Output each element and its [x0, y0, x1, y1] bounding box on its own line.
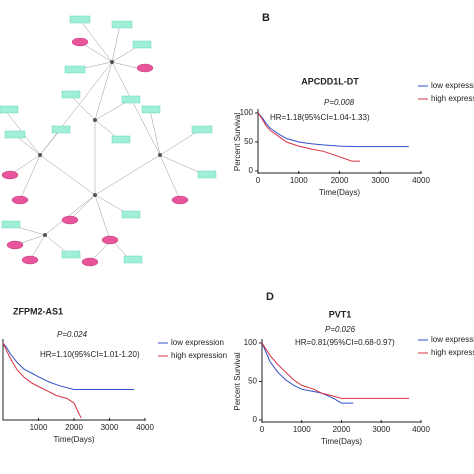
node	[111, 135, 131, 144]
network-diagram	[0, 15, 217, 267]
legend-label: high expression	[431, 348, 474, 357]
node	[61, 250, 81, 259]
node	[101, 235, 119, 245]
survival-curve	[2, 342, 135, 390]
x-tick-label: 4000	[412, 425, 430, 434]
node	[121, 95, 141, 104]
chart-title: APCDD1L-DT	[301, 76, 359, 86]
p-value: P=0.026	[325, 325, 356, 334]
x-axis-label: Time(Days)	[53, 435, 94, 444]
x-tick-label: 1000	[30, 423, 48, 432]
node	[11, 195, 29, 205]
y-tick-label: 50	[248, 377, 257, 386]
x-tick-label: 3000	[372, 425, 390, 434]
p-value: P=0.024	[57, 330, 88, 339]
node	[1, 170, 19, 180]
hazard-ratio: HR=1.18(95%CI=1.04-1.33)	[270, 113, 370, 122]
chart-title: PVT1	[329, 309, 352, 319]
node	[141, 105, 161, 114]
node	[1, 220, 21, 229]
x-tick-label: 2000	[333, 425, 351, 434]
x-tick-label: 1000	[290, 176, 308, 185]
x-tick-label: 1000	[293, 425, 311, 434]
y-axis-label: Percent Survival	[233, 113, 242, 171]
hub	[43, 233, 47, 237]
legend-label: low expression	[171, 338, 224, 347]
node	[121, 210, 141, 219]
y-tick-label: 0	[253, 415, 258, 424]
panel-label: D	[266, 291, 274, 303]
y-tick-label: 100	[240, 108, 254, 117]
panel-label: B	[262, 12, 270, 24]
node	[136, 63, 154, 73]
hub	[93, 118, 97, 122]
node	[61, 90, 81, 99]
y-tick-label: 100	[244, 338, 258, 347]
hub	[158, 153, 162, 157]
node	[61, 215, 79, 225]
survival-curve	[257, 112, 360, 162]
survival-curve	[2, 342, 82, 419]
x-axis-label: Time(Days)	[321, 437, 362, 446]
x-tick-label: 3000	[101, 423, 119, 432]
x-tick-label: 3000	[371, 176, 389, 185]
node	[171, 195, 189, 205]
legend-label: high expression	[171, 351, 227, 360]
node	[6, 240, 24, 250]
node	[64, 65, 86, 74]
node	[51, 125, 71, 134]
node	[123, 255, 143, 264]
legend-label: high expression	[431, 94, 474, 103]
node	[111, 20, 133, 29]
x-axis-label: Time(Days)	[319, 188, 360, 197]
network-edges	[4, 19, 206, 263]
hazard-ratio: HR=0.81(95%CI=0.68-0.97)	[295, 338, 395, 347]
chart-title: ZFPM2-AS1	[13, 306, 63, 316]
y-tick-label: 50	[244, 137, 253, 146]
survival-curve	[257, 112, 409, 148]
node	[81, 257, 99, 267]
node	[0, 105, 19, 114]
y-tick-label: 0	[249, 166, 254, 175]
hub	[38, 153, 42, 157]
x-tick-label: 0	[256, 176, 261, 185]
node	[4, 130, 26, 139]
x-tick-label: 4000	[412, 176, 430, 185]
node	[191, 125, 213, 134]
hub	[93, 193, 97, 197]
p-value: P=0.008	[324, 98, 355, 107]
survival-curve	[261, 342, 354, 404]
hazard-ratio: HR=1.10(95%CI=1.01-1.20)	[40, 350, 140, 359]
node	[132, 40, 152, 49]
node	[71, 37, 89, 47]
hub	[110, 60, 114, 64]
node	[21, 255, 39, 265]
x-tick-label: 4000	[136, 423, 154, 432]
node	[69, 15, 91, 24]
axes	[2, 339, 145, 421]
x-tick-label: 2000	[65, 423, 83, 432]
x-tick-label: 2000	[331, 176, 349, 185]
legend-label: low expression	[431, 81, 474, 90]
legend-label: low expression	[431, 335, 474, 344]
x-tick-label: 0	[260, 425, 265, 434]
node	[197, 170, 217, 179]
survival-curve	[261, 342, 410, 399]
y-axis-label: Percent Survival	[233, 352, 242, 410]
